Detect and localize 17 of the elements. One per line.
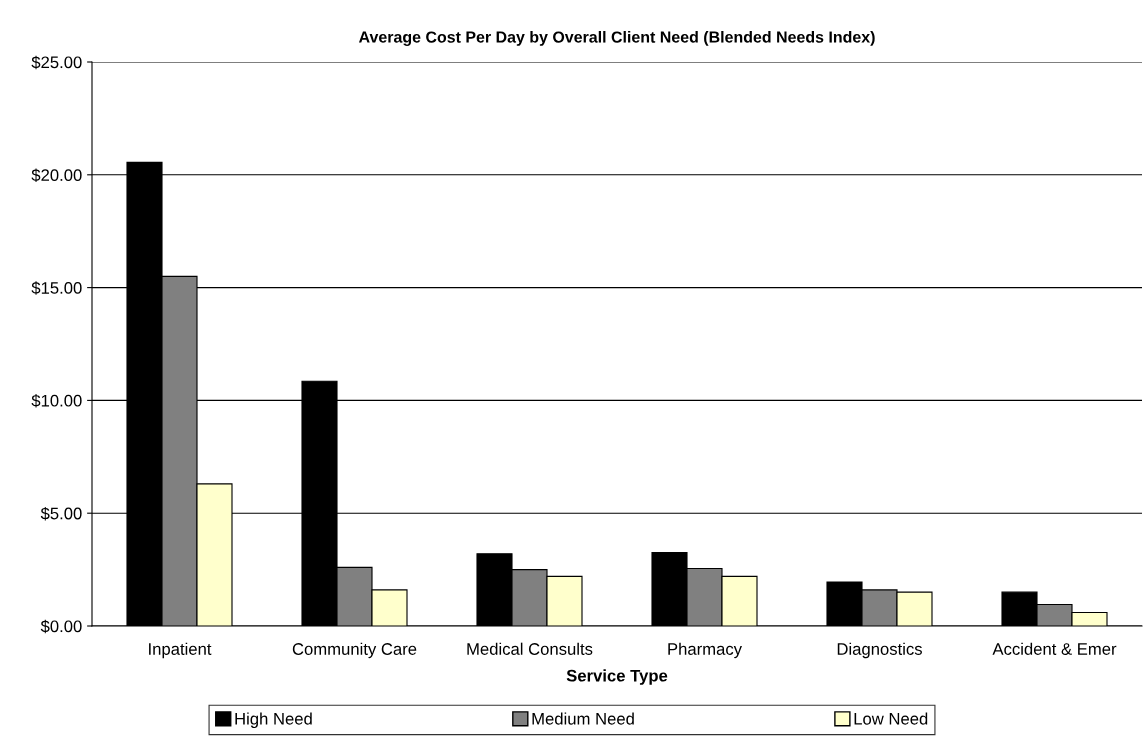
y-tick-label: $25.00 [31,55,82,70]
x-tick-label: Medical Consults [467,642,593,655]
legend-label: Medium Need [532,712,634,725]
y-tick-label: $10.00 [31,394,82,408]
x-axis-title: Service Type [566,669,668,685]
chart-title: Average Cost Per Day by Overall Client Need (Blended Needs Index) [358,30,875,46]
x-tick-label: Inpatient [149,642,212,659]
x-tick-label: Accident & Emer [992,642,1117,655]
x-tick-label: Diagnostics [837,642,922,659]
y-tick-label: $15.00 [31,281,82,295]
y-tick-label: $5.00 [40,506,82,521]
y-tick-label: $20.00 [31,168,82,182]
legend-label: High Need [235,712,312,728]
y-tick-label: $0.00 [40,619,82,634]
x-tick-label: Community Care [292,642,417,659]
legend-label: Low Need [854,712,928,725]
x-tick-label: Pharmacy [668,642,742,659]
